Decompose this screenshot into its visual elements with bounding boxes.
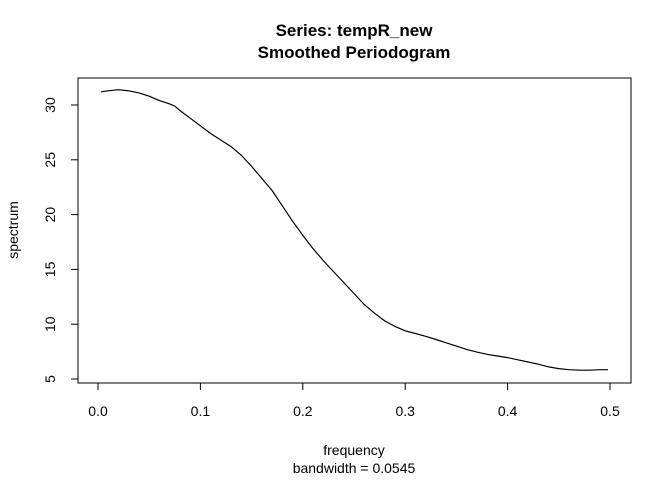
x-axis-label: frequency <box>323 442 384 458</box>
x-axis: 0.0 0.1 0.2 0.3 0.4 0.5 <box>88 382 620 419</box>
y-axis-label: spectrum <box>5 201 21 259</box>
x-tick-label: 0.1 <box>191 403 211 419</box>
plot-area-border <box>77 77 632 384</box>
y-tick-label: 15 <box>42 261 58 277</box>
x-tick-label: 0.5 <box>600 403 620 419</box>
y-tick-label: 30 <box>42 97 58 113</box>
x-tick-label: 0.0 <box>88 403 108 419</box>
y-tick-label: 5 <box>42 375 58 383</box>
y-axis: 5 10 15 20 25 30 <box>42 97 79 383</box>
y-tick-label: 25 <box>42 152 58 168</box>
spectrum-series-line <box>101 89 608 371</box>
x-tick-label: 0.4 <box>498 403 518 419</box>
x-axis-sublabel: bandwidth = 0.0545 <box>293 460 416 476</box>
chart-subtitle: Smoothed Periodogram <box>258 43 451 62</box>
y-tick-label: 10 <box>42 316 58 332</box>
y-tick-label: 20 <box>42 207 58 223</box>
x-tick-label: 0.2 <box>293 403 313 419</box>
x-tick-label: 0.3 <box>395 403 415 419</box>
chart-title: Series: tempR_new <box>276 21 434 40</box>
